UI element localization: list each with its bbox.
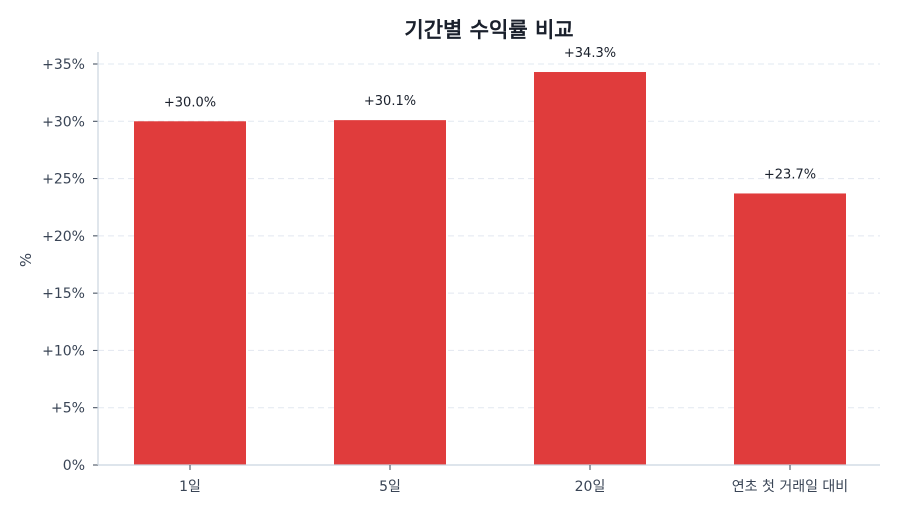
x-tick-label: 5일 [379, 479, 401, 495]
bar [734, 193, 846, 466]
x-axis: 1일 5일 20일 연초 첫 거래일 대비 [98, 464, 880, 495]
y-tick-label: +25% [42, 172, 85, 188]
bar [134, 121, 246, 466]
y-tick-label: +30% [42, 114, 85, 130]
bar-value-label: +30.1% [364, 94, 416, 109]
y-tick-label: +35% [42, 57, 85, 73]
bar-value-label: +30.0% [164, 95, 216, 110]
y-axis: 0% +5% +10% +15% +20% +25% +30% +35% [42, 52, 99, 474]
y-axis-label: % [17, 253, 35, 267]
y-tick-label: +10% [42, 343, 85, 359]
x-tick-label: 20일 [575, 479, 606, 495]
bar [334, 120, 446, 465]
y-tick-label: +5% [51, 401, 85, 417]
y-tick-label: +15% [42, 286, 85, 302]
bar-value-label: +34.3% [564, 46, 616, 61]
chart-title: 기간별 수익률 비교 [404, 18, 573, 42]
bar-value-label: +23.7% [764, 167, 816, 182]
x-tick-label: 1일 [179, 479, 201, 495]
bars: +30.0% +30.1% +34.3% +23.7% [134, 46, 846, 466]
y-tick-label: 0% [63, 458, 85, 474]
y-tick-label: +20% [42, 229, 85, 245]
x-tick-label: 연초 첫 거래일 대비 [732, 479, 848, 495]
bar [534, 72, 646, 466]
